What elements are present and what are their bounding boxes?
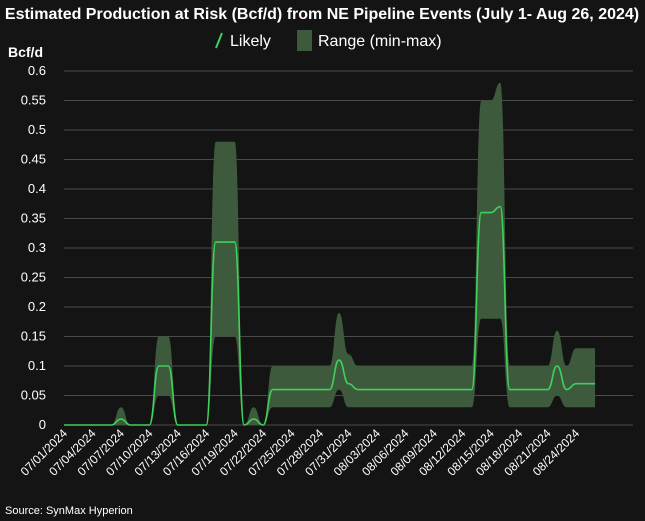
y-tick-label: 0 — [39, 417, 46, 432]
y-tick-label: 0.15 — [21, 329, 46, 344]
legend-range-label: Range (min-max) — [318, 33, 442, 50]
y-tick-label: 0.2 — [28, 299, 46, 314]
legend-likely-label: Likely — [230, 33, 271, 50]
y-tick-label: 0.1 — [28, 358, 46, 373]
y-tick-label: 0.5 — [28, 122, 46, 137]
y-tick-label: 0.3 — [28, 240, 46, 255]
y-axis-label: Bcf/d — [8, 44, 43, 60]
legend-range-swatch — [297, 30, 312, 51]
source-note: Source: SynMax Hyperion — [5, 505, 133, 517]
y-tick-label: 0.4 — [28, 181, 46, 196]
legend-likely-swatch — [215, 32, 223, 49]
chart-title: Estimated Production at Risk (Bcf/d) fro… — [5, 6, 639, 23]
series-layer — [63, 82, 596, 426]
y-tick-label: 0.25 — [21, 270, 46, 285]
y-tick-label: 0.6 — [28, 63, 46, 78]
grid-lines — [64, 70, 633, 426]
legend: Likely Range (min-max) — [215, 30, 442, 51]
y-tick-label: 0.05 — [21, 388, 46, 403]
y-tick-label: 0.45 — [21, 152, 46, 167]
y-tick-label: 0.35 — [21, 211, 46, 226]
y-tick-labels: 0 0.05 0.1 0.15 0.2 0.25 0.3 0.35 0.4 0.45 0.5 0.55… — [21, 63, 46, 432]
likely-line — [63, 205, 596, 426]
range-band — [64, 82, 596, 426]
y-tick-label: 0.55 — [21, 93, 46, 108]
